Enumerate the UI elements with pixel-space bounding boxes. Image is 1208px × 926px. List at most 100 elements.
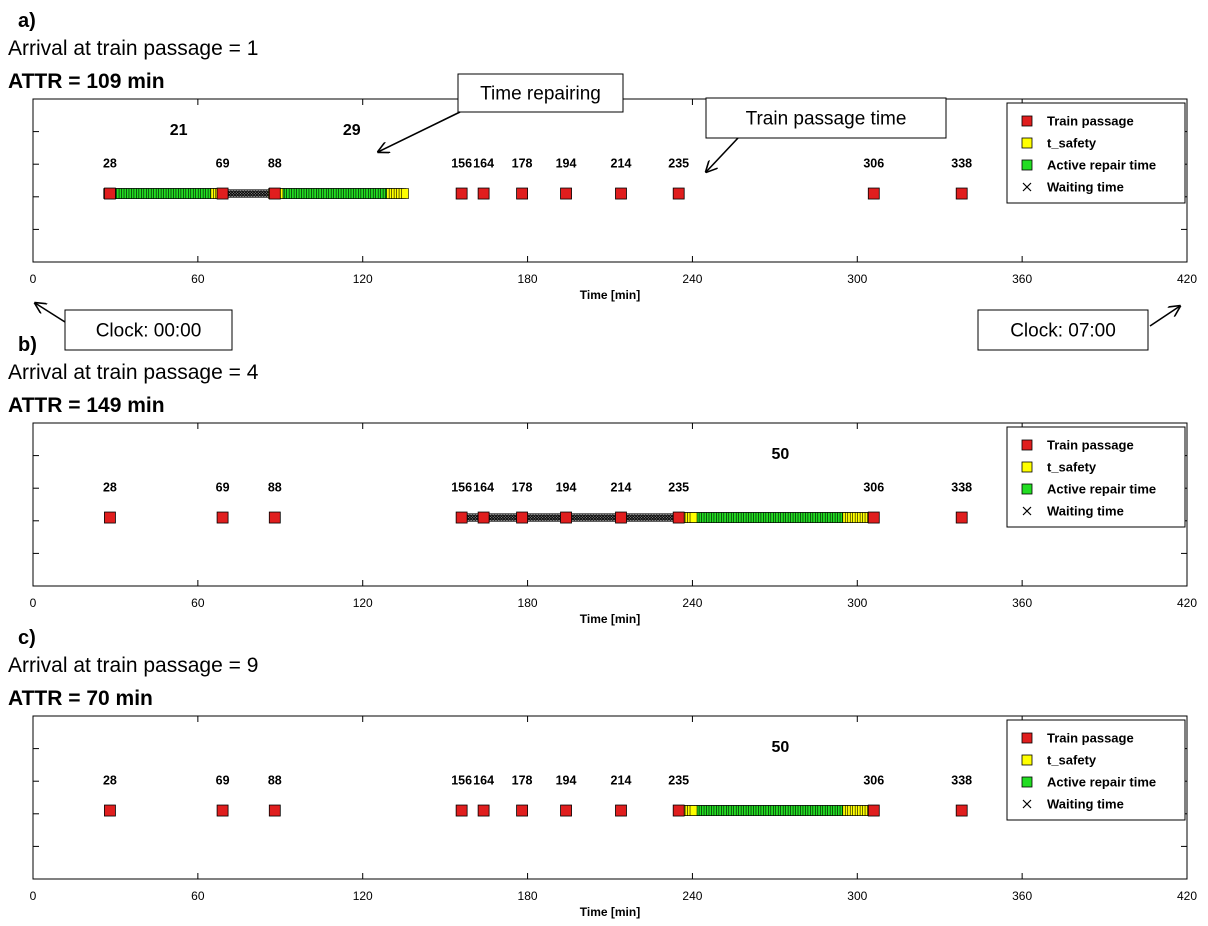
waiting-mark [257,190,265,197]
waiting-mark [647,514,655,521]
legend-box [1006,426,1186,528]
legend-train-label: Train passage [1047,731,1134,746]
panel-title: ATTR = 109 min [8,70,165,93]
safety-segment [386,188,409,199]
legend: Train passage t_safety Active repair time W… [1006,102,1186,204]
time-repairing-callout: Time repairing [457,73,624,113]
train-passage-label: 235 [668,480,689,494]
legend: Train passage t_safety Active repair time W… [1006,426,1186,528]
waiting-mark [551,514,559,521]
legend-safety-label: t_safety [1047,136,1097,151]
x-tick-label: 360 [1012,272,1032,286]
train-passage-marker [104,187,116,200]
legend-repair-label: Active repair time [1047,158,1156,173]
waiting-mark [595,514,603,521]
waiting-mark [472,514,479,521]
train-passage-marker [477,804,490,817]
waiting-mark [642,514,650,521]
repair-segment [691,512,850,523]
x-tick-label: 120 [353,272,373,286]
legend-box [1006,719,1186,821]
waiting-mark [238,190,246,197]
train-passage-marker [955,187,968,200]
x-tick-label: 420 [1177,272,1197,286]
waiting-mark [527,514,534,521]
train-passage-marker [268,804,281,817]
panel-a: a) Arrival at train passage = 1 ATTR = 109… [8,10,1197,302]
legend-train-swatch [1021,439,1033,451]
train-passage-label: 28 [103,773,117,787]
waiting-mark [233,190,240,197]
x-tick-label: 0 [30,596,37,610]
train-passage-marker [516,804,528,817]
waiting-mark [576,514,584,521]
train-passage-marker [955,511,968,524]
waiting-mark [587,514,595,521]
legend-safety-swatch [1021,461,1033,473]
train-passage-label: 88 [268,773,282,787]
x-tick-label: 180 [518,889,538,903]
train-passage-marker [867,187,880,200]
waiting-mark [581,514,589,521]
x-tick-label: 180 [518,596,538,610]
waiting-mark [538,514,545,521]
train-passage-marker [560,804,572,817]
train-passage-label: 156 [451,773,472,787]
waiting-mark [494,514,501,521]
data-area: 28 69 88 156 164 178 194 214 235 306 338 50 [103,739,972,817]
legend-waiting-label: Waiting time [1047,504,1124,519]
x-tick-label: 120 [353,596,373,610]
train-passage-time-arrow [706,137,739,172]
repair-segment [691,805,850,816]
repair-segment [276,188,393,199]
train-passage-marker [455,187,468,200]
waiting-mark [543,514,551,521]
legend-repair-label: Active repair time [1047,482,1156,497]
clock-end-callout-text: Clock: 07:00 [1010,321,1116,342]
train-passage-marker [216,804,229,817]
train-passage-marker [216,511,229,524]
legend-waiting-label: Waiting time [1047,797,1124,812]
duration-label: 50 [771,446,789,463]
train-passage-label: 235 [668,773,689,787]
waiting-mark [601,514,608,521]
train-passage-marker [615,511,627,524]
panel-subtitle: Arrival at train passage = 9 [8,654,258,677]
waiting-mark [241,190,248,197]
train-passage-label: 28 [103,156,117,170]
waiting-mark [529,514,537,521]
train-passage-label: 28 [103,480,117,494]
train-passage-label: 306 [863,156,884,170]
x-tick-label: 300 [847,889,867,903]
waiting-mark [546,514,553,521]
train-passage-label: 178 [512,156,533,170]
x-tick-label: 420 [1177,889,1197,903]
train-passage-label: 164 [473,773,494,787]
time-repairing-callout-text: Time repairing [480,84,601,105]
train-passage-label: 194 [556,773,577,787]
waiting-mark [255,190,262,197]
waiting-mark [507,514,515,521]
train-passage-marker [268,511,281,524]
waiting-mark [658,514,666,521]
train-passage-label: 214 [611,773,632,787]
panel-c: c) Arrival at train passage = 9 ATTR = 70 … [8,627,1197,919]
train-passage-label: 178 [512,480,533,494]
waiting-mark [598,514,606,521]
train-passage-label: 88 [268,156,282,170]
legend-waiting-label: Waiting time [1047,180,1124,195]
waiting-mark [510,514,518,521]
x-tick-label: 240 [682,596,702,610]
waiting-mark [246,190,254,197]
train-passage-marker [955,804,968,817]
waiting-mark [609,514,617,521]
legend-waiting-swatch [1022,799,1032,809]
train-passage-marker [615,187,627,200]
waiting-mark [252,190,259,197]
train-passage-label: 178 [512,773,533,787]
panel-label: b) [18,334,37,356]
train-passage-marker [455,804,468,817]
safety-mark [689,805,698,816]
